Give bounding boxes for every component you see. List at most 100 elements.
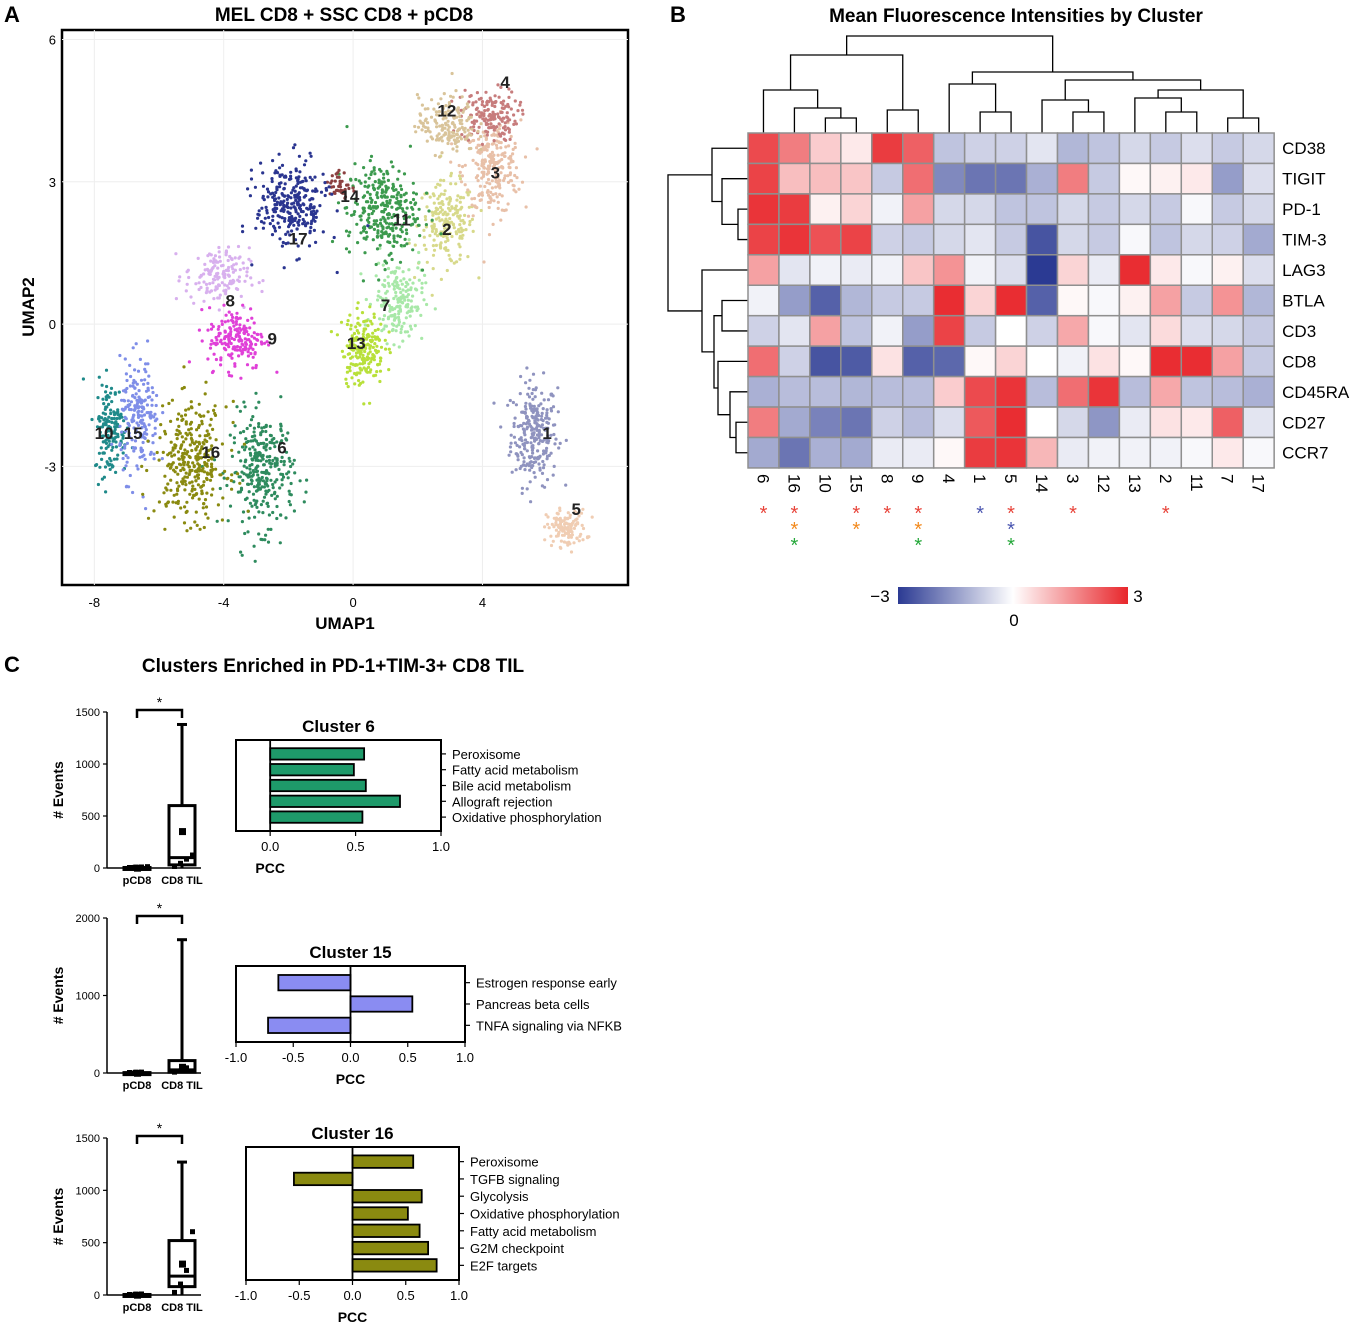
umap-point	[448, 199, 452, 203]
heat-row-label: TIGIT	[1282, 170, 1325, 189]
umap-point	[499, 110, 503, 115]
umap-point	[208, 272, 212, 276]
heat-cell-CD38-11	[1180, 132, 1214, 165]
umap-point	[443, 189, 447, 193]
dendro-col-link	[1134, 97, 1182, 133]
umap-point	[401, 209, 405, 213]
bar-title: Cluster 15	[309, 943, 391, 962]
umap-point	[244, 445, 248, 449]
bar-x-tick-label: 0.0	[341, 1050, 359, 1065]
umap-point	[273, 197, 278, 201]
heat-cell-CD27-2	[1149, 406, 1183, 439]
umap-point	[172, 515, 176, 519]
umap-point	[127, 431, 131, 435]
umap-point	[519, 464, 523, 468]
umap-point	[231, 315, 235, 319]
umap-point	[283, 219, 287, 223]
umap-point	[212, 408, 216, 412]
box-point	[172, 1069, 177, 1075]
umap-point	[512, 424, 516, 429]
umap-point	[293, 189, 297, 193]
umap-cluster-9	[187, 303, 279, 380]
umap-point	[242, 331, 246, 336]
umap-point	[249, 352, 253, 356]
umap-point	[275, 516, 279, 521]
umap-point	[110, 400, 114, 404]
panel-b: B Mean Fluorescence Intensities by Clust…	[667, 2, 1350, 630]
umap-point	[388, 309, 392, 313]
umap-point	[478, 115, 482, 119]
umap-point	[258, 487, 262, 491]
umap-point	[202, 280, 206, 284]
umap-point	[455, 132, 459, 136]
umap-point	[296, 212, 300, 216]
umap-point	[372, 219, 376, 223]
umap-point	[450, 71, 454, 76]
umap-point	[524, 401, 528, 405]
umap-point	[423, 273, 427, 277]
heat-cell-CCR7-6	[747, 436, 780, 469]
umap-point	[441, 202, 445, 207]
bar-tgfb-signaling	[293, 1171, 354, 1187]
umap-point	[283, 194, 287, 198]
umap-point	[439, 277, 443, 281]
umap-point	[411, 248, 415, 252]
umap-point	[507, 95, 511, 99]
umap-point	[293, 238, 298, 242]
umap-cluster-7	[359, 238, 437, 349]
umap-point	[239, 550, 243, 554]
umap-point	[513, 173, 517, 178]
sig-bracket	[135, 1134, 184, 1144]
umap-point	[338, 179, 342, 183]
umap-point	[367, 216, 371, 220]
umap-point	[455, 209, 459, 213]
umap-point	[362, 206, 366, 210]
umap-point	[237, 339, 241, 343]
umap-point	[412, 191, 416, 195]
umap-point	[257, 425, 261, 429]
umap-point	[112, 457, 116, 461]
umap-point	[416, 125, 421, 129]
umap-point	[314, 215, 318, 219]
umap-point	[226, 476, 230, 480]
umap-point	[129, 400, 133, 404]
bar-category-label: E2F targets	[470, 1258, 538, 1273]
umap-point	[330, 192, 334, 196]
heat-cell-BTLA-7	[1211, 284, 1244, 317]
umap-y-tick: 6	[49, 32, 56, 47]
umap-point	[491, 157, 495, 161]
heat-cell-CD3-10	[809, 314, 842, 347]
umap-point	[158, 436, 162, 440]
umap-point	[444, 246, 448, 250]
umap-point	[196, 455, 200, 459]
umap-point	[206, 357, 210, 361]
umap-point	[234, 287, 239, 291]
umap-point	[512, 435, 517, 439]
dendro-row-link	[717, 360, 748, 416]
umap-point	[481, 158, 485, 162]
umap-point	[440, 200, 444, 204]
umap-point	[137, 395, 141, 399]
umap-point	[409, 286, 413, 290]
umap-point	[441, 106, 445, 111]
umap-point	[200, 422, 204, 426]
umap-point	[234, 320, 238, 324]
umap-point	[265, 490, 270, 494]
umap-point	[383, 324, 387, 328]
umap-point	[279, 472, 283, 476]
umap-point	[232, 263, 236, 267]
umap-point	[289, 464, 293, 469]
umap-point	[275, 494, 279, 498]
umap-point	[183, 505, 187, 509]
umap-point	[439, 192, 443, 196]
umap-point	[494, 176, 498, 180]
umap-point	[431, 192, 435, 196]
bar-category-label: Oxidative phosphorylation	[452, 810, 602, 825]
umap-point	[530, 465, 534, 470]
umap-point	[566, 525, 570, 530]
umap-point	[415, 93, 419, 97]
umap-point	[243, 279, 247, 283]
heat-col-label: 12	[1094, 474, 1113, 493]
umap-point	[192, 464, 196, 468]
